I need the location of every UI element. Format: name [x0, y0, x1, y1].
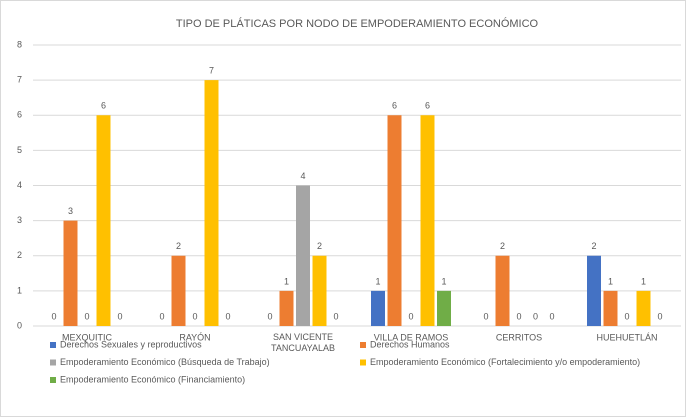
- x-tick-label-line: SAN VICENTE: [273, 332, 333, 342]
- data-label: 1: [284, 276, 289, 286]
- data-label: 0: [483, 311, 488, 321]
- bar: [387, 115, 402, 326]
- data-label: 0: [657, 311, 662, 321]
- legend-swatch: [50, 359, 56, 366]
- data-label: 2: [500, 241, 505, 251]
- x-tick-label: VILLA DE RAMOS: [374, 332, 449, 342]
- data-label: 6: [392, 101, 397, 111]
- data-label: 3: [68, 206, 73, 216]
- legend-label: Derechos Sexuales y reproductivos: [60, 339, 202, 349]
- data-label: 0: [624, 311, 629, 321]
- y-tick-label: 3: [17, 215, 22, 225]
- bar: [603, 290, 618, 326]
- legend-swatch: [360, 359, 366, 366]
- legend-label: Derechos Humanos: [370, 339, 450, 349]
- x-tick-label: RAYÓN: [179, 332, 210, 342]
- data-label: 2: [591, 241, 596, 251]
- data-label: 0: [192, 311, 197, 321]
- x-tick-label: CERRITOS: [496, 332, 542, 342]
- data-label: 0: [549, 311, 554, 321]
- bar: [63, 220, 78, 326]
- chart-title: TIPO DE PLÁTICAS POR NODO DE EMPODERAMIE…: [176, 17, 539, 30]
- x-tick-label: HUEHUETLÁN: [596, 332, 657, 342]
- data-label: 6: [425, 101, 430, 111]
- data-label: 0: [333, 311, 338, 321]
- bar: [171, 255, 186, 326]
- bar: [96, 115, 111, 326]
- data-label: 0: [159, 311, 164, 321]
- data-label: 1: [375, 276, 380, 286]
- x-tick-label: SAN VICENTE TANCUAYALAB: [271, 332, 335, 353]
- bar: [587, 255, 601, 326]
- legend-swatch: [50, 342, 56, 348]
- bar: [204, 80, 219, 326]
- data-label: 2: [317, 241, 322, 251]
- data-label: 0: [117, 311, 122, 321]
- y-tick-label: 0: [17, 320, 22, 330]
- data-label: 0: [225, 311, 230, 321]
- data-label: 4: [300, 171, 305, 181]
- data-label: 0: [516, 311, 521, 321]
- data-label: 0: [533, 311, 538, 321]
- data-label: 0: [84, 311, 89, 321]
- legend-label: Empoderamiento Económico (Financiamiento…: [60, 374, 245, 384]
- data-label: 0: [51, 311, 56, 321]
- data-label: 1: [608, 276, 613, 286]
- bar: [495, 255, 510, 326]
- data-label: 7: [209, 66, 214, 76]
- bar: [437, 290, 451, 326]
- bar: [636, 290, 651, 326]
- legend-swatch: [360, 342, 366, 348]
- bar: [312, 255, 327, 326]
- data-label: 1: [641, 276, 646, 286]
- bar: [420, 115, 435, 326]
- x-tick-label: MEXQUITIC: [62, 332, 113, 342]
- y-tick-label: 7: [17, 75, 22, 85]
- legend-swatch: [50, 377, 56, 383]
- data-label: 2: [176, 241, 181, 251]
- y-tick-label: 4: [17, 180, 22, 190]
- bar: [279, 290, 294, 326]
- data-label: 1: [441, 276, 446, 286]
- legend-label: Empoderamiento Económico (Fortalecimient…: [370, 357, 640, 367]
- data-label: 0: [267, 311, 272, 321]
- y-tick-label: 2: [17, 250, 22, 260]
- data-label: 6: [101, 101, 106, 111]
- legend-label: Empoderamiento Económico (Búsqueda de Tr…: [60, 357, 270, 367]
- y-tick-label: 5: [17, 145, 22, 155]
- data-label: 0: [408, 311, 413, 321]
- y-tick-label: 1: [17, 285, 22, 295]
- x-tick-label-line: TANCUAYALAB: [271, 343, 335, 353]
- y-tick-label: 8: [17, 39, 22, 49]
- bar: [371, 290, 385, 326]
- bar: [296, 185, 310, 326]
- y-tick-label: 6: [17, 110, 22, 120]
